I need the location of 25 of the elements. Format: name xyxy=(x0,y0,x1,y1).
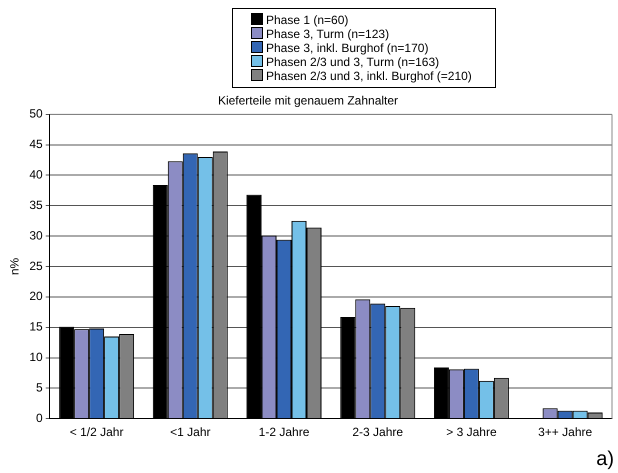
x-tick-label: < 1/2 Jahr xyxy=(70,425,124,440)
x-tick-label: <1 Jahr xyxy=(170,425,210,440)
y-tick-label: 50 xyxy=(29,106,44,121)
y-tick-label: 40 xyxy=(29,168,44,182)
legend-label: Phasen 2/3 und 3, inkl. Burghof (=210) xyxy=(265,69,473,83)
y-tick-label: 10 xyxy=(29,350,44,364)
y-tick-label: 15 xyxy=(29,320,44,334)
legend-label: Phase 1 (n=60) xyxy=(265,13,350,27)
y-tick-label: 35 xyxy=(29,198,44,212)
y-tick-label: 45 xyxy=(29,137,44,152)
chart-title: Kieferteile mit genauem Zahnalter xyxy=(218,94,398,108)
x-tick-label: 1-2 Jahre xyxy=(258,425,310,440)
y-tick-label: 5 xyxy=(36,380,44,394)
y-tick-label: 20 xyxy=(29,289,44,304)
x-tick-label: 2-3 Jahre xyxy=(352,425,404,440)
x-tick-label: > 3 Jahre xyxy=(446,425,497,440)
y-tick-label: 0 xyxy=(36,410,44,425)
y-tick-label: 30 xyxy=(29,228,44,242)
text: a) xyxy=(596,448,614,471)
y-tick-label: 25 xyxy=(29,258,44,273)
legend-label: Phasen 2/3 und 3, Turm (n=163) xyxy=(265,55,440,69)
y-axis-title: n% xyxy=(8,258,22,276)
legend-label: Phase 3, Turm (n=123) xyxy=(265,27,390,41)
x-tick-label: 3++ Jahre xyxy=(538,425,592,440)
legend-label: Phase 3, inkl. Burghof (n=170) xyxy=(265,41,430,55)
